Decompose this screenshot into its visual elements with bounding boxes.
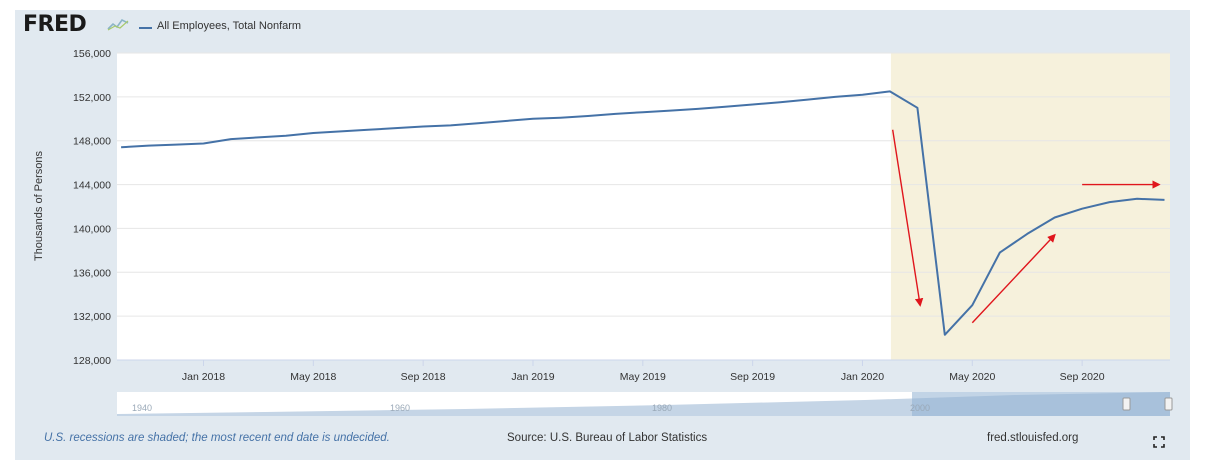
x-tick-label: May 2019 (620, 371, 666, 383)
fred-logo[interactable]: FRED (23, 12, 87, 37)
y-tick-label: 132,000 (73, 311, 111, 323)
source-text: Source: U.S. Bureau of Labor Statistics (507, 432, 708, 444)
chart-container: FRED All Employees, Total Nonfarm 128,00… (15, 10, 1190, 460)
navigator-label: 2000 (910, 403, 930, 413)
y-tick-label: 156,000 (73, 48, 111, 60)
y-tick-label: 144,000 (73, 180, 111, 192)
x-tick-label: Jan 2018 (182, 371, 225, 383)
red-arrow (891, 129, 924, 307)
recession-shade (890, 53, 1170, 360)
navigator-label: 1980 (652, 403, 672, 413)
legend-swatch (139, 27, 152, 29)
navigator-handle-left[interactable] (1122, 397, 1131, 411)
y-tick-label: 128,000 (73, 355, 111, 367)
red-arrow (971, 233, 1056, 324)
x-axis-ticks: Jan 2018 May 2018 Sep 2018 Jan 2019 May 2019… (117, 359, 1170, 383)
navigator-handle-right[interactable] (1164, 397, 1173, 411)
line-chart: 128,000 132,000 136,000 140,000 144,000 148,0… (33, 48, 1173, 416)
x-tick-label: Sep 2020 (1060, 371, 1105, 383)
recession-layer (890, 53, 1170, 360)
navigator-series (117, 392, 1170, 416)
navigator-label: 1960 (390, 403, 410, 413)
site-link[interactable]: fred.stlouisfed.org (987, 432, 1079, 444)
fullscreen-icon[interactable] (1153, 436, 1165, 448)
navigator-label: 1940 (132, 403, 152, 413)
x-tick-label: Jan 2020 (841, 371, 884, 383)
x-tick-label: Jan 2019 (511, 371, 554, 383)
y-tick-label: 136,000 (73, 267, 111, 279)
y-tick-label: 152,000 (73, 92, 111, 104)
navigator-selection (912, 392, 1170, 416)
y-axis-ticks: 128,000 132,000 136,000 140,000 144,000 148,0… (73, 48, 111, 367)
x-tick-label: May 2020 (949, 371, 995, 383)
legend-label[interactable]: All Employees, Total Nonfarm (157, 20, 302, 32)
range-navigator[interactable]: 1940 1960 1980 2000 (117, 392, 1173, 416)
navigator-labels: 1940 1960 1980 2000 (132, 403, 930, 413)
recession-note: U.S. recessions are shaded; the most rec… (44, 432, 390, 444)
x-tick-label: Sep 2019 (730, 371, 775, 383)
series-layer (121, 90, 1165, 336)
x-tick-label: May 2018 (290, 371, 336, 383)
chart-logo-icon (107, 18, 129, 31)
y-tick-label: 140,000 (73, 223, 111, 235)
series-line (121, 90, 1165, 336)
y-axis-label: Thousands of Persons (33, 150, 45, 261)
y-tick-label: 148,000 (73, 136, 111, 148)
x-tick-label: Sep 2018 (401, 371, 446, 383)
annotation-layer (891, 129, 1161, 324)
